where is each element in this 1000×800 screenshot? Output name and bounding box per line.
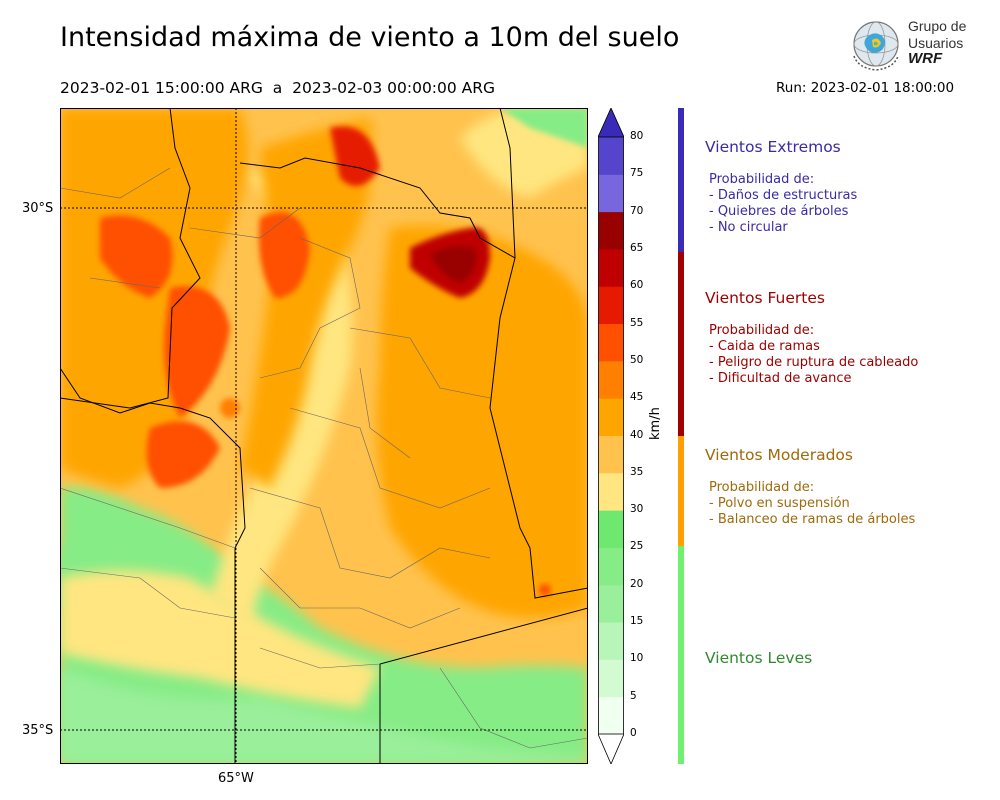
category-desc: Probabilidad de: - Caida de ramas - Peli…	[709, 323, 918, 387]
category-item: - Dificultad de avance	[709, 371, 852, 386]
category-desc-header: Probabilidad de:	[709, 323, 815, 338]
category-item: - Daños de estructuras	[709, 188, 858, 203]
colorbar-segment	[598, 435, 624, 474]
category-leves: Vientos Leves	[705, 649, 812, 667]
category-item: - Quiebres de árboles	[709, 204, 849, 219]
category-moderados: Vientos Moderados Probabilidad de: - Pol…	[705, 446, 915, 528]
colorbar-segment	[598, 323, 624, 362]
colorbar-tick-label: 40	[630, 428, 644, 441]
category-item: - No circular	[709, 220, 788, 235]
category-desc-header: Probabilidad de:	[709, 480, 815, 495]
colorbar-segment	[598, 547, 624, 586]
department-borders	[60, 167, 588, 749]
colorbar-bottom-arrow	[598, 733, 624, 764]
colorbar-top-arrow	[598, 108, 624, 138]
province-borders	[60, 108, 588, 764]
category-bar-extremos	[678, 108, 684, 252]
category-desc: Probabilidad de: - Daños de estructuras …	[709, 172, 857, 236]
colorbar-tick-label: 0	[630, 727, 637, 739]
graticule	[60, 108, 588, 764]
colorbar-segment	[598, 696, 624, 735]
logo-text-line2: Usuarios	[908, 35, 964, 51]
colorbar-tick-label: 5	[630, 689, 637, 702]
category-extremos: Vientos Extremos Probabilidad de: - Daño…	[705, 138, 857, 236]
category-item: - Balanceo de ramas de árboles	[709, 512, 916, 527]
colorbar-segment	[598, 659, 624, 698]
colorbar-tick-label: 15	[630, 615, 644, 628]
category-item: - Polvo en suspensión	[709, 496, 850, 511]
category-title: Vientos Moderados	[705, 446, 853, 464]
lat-label-30s: 30°S	[22, 201, 54, 216]
colorbar-tick-label: 35	[630, 465, 644, 478]
colorbar-tick-label: 55	[630, 316, 644, 329]
colorbar-tick-label: 60	[630, 279, 644, 292]
wind-field	[60, 108, 588, 764]
lat-label-35s: 35°S	[22, 723, 54, 738]
category-title: Vientos Extremos	[705, 138, 841, 156]
category-title: Vientos Leves	[705, 649, 813, 667]
category-item: - Caida de ramas	[709, 339, 820, 354]
colorbar-tick-label: 25	[630, 540, 644, 553]
colorbar-tick-label: 50	[630, 353, 644, 366]
colorbar-tick-label: 75	[630, 167, 644, 180]
globe-icon	[853, 21, 899, 71]
colorbar-segment	[598, 584, 624, 623]
colorbar-segment	[598, 248, 624, 287]
category-bar-moderados	[678, 436, 684, 546]
colorbar-segment	[598, 174, 624, 213]
map-title: Intensidad máxima de viento a 10m del su…	[60, 22, 680, 53]
colorbar-tick-label: 30	[630, 503, 644, 516]
colorbar-tick-label: 10	[630, 652, 644, 665]
colorbar-segment	[598, 472, 624, 511]
category-item: - Peligro de ruptura de cableado	[709, 355, 919, 370]
colorbar-tick-label: 70	[630, 204, 644, 217]
category-title: Vientos Fuertes	[705, 289, 825, 307]
lon-label-65w: 65°W	[218, 771, 254, 786]
run-label: Run: 2023-02-01 18:00:00	[776, 80, 955, 96]
category-bar-fuertes	[678, 252, 684, 436]
colorbar-segment	[598, 622, 624, 660]
colorbar-segment	[598, 360, 624, 399]
colorbar-tick-label: 20	[630, 577, 644, 590]
category-fuertes: Vientos Fuertes Probabilidad de: - Caida…	[705, 289, 918, 387]
colorbar-unit: km/h	[648, 407, 663, 440]
logo-text-line1: Grupo de	[908, 18, 967, 34]
colorbar-tick-label: 45	[630, 391, 644, 404]
logo-text-line3: WRF	[908, 50, 943, 67]
colorbar	[598, 108, 624, 764]
wrf-logo: Grupo de Usuarios WRF	[848, 16, 968, 74]
colorbar-segment	[598, 398, 624, 436]
colorbar-tick-label: 65	[630, 241, 644, 254]
category-desc: Probabilidad de: - Polvo en suspensión -…	[709, 480, 915, 528]
colorbar-segment	[598, 510, 624, 548]
colorbar-tick-label: 80	[630, 130, 644, 142]
colorbar-segment	[598, 137, 624, 175]
date-range: 2023-02-01 15:00:00 ARG a 2023-02-03 00:…	[60, 79, 496, 97]
wind-map	[60, 108, 588, 764]
category-desc-header: Probabilidad de:	[709, 172, 815, 187]
category-bar-leves	[678, 546, 684, 764]
colorbar-segment	[598, 286, 624, 325]
colorbar-segment	[598, 211, 624, 250]
